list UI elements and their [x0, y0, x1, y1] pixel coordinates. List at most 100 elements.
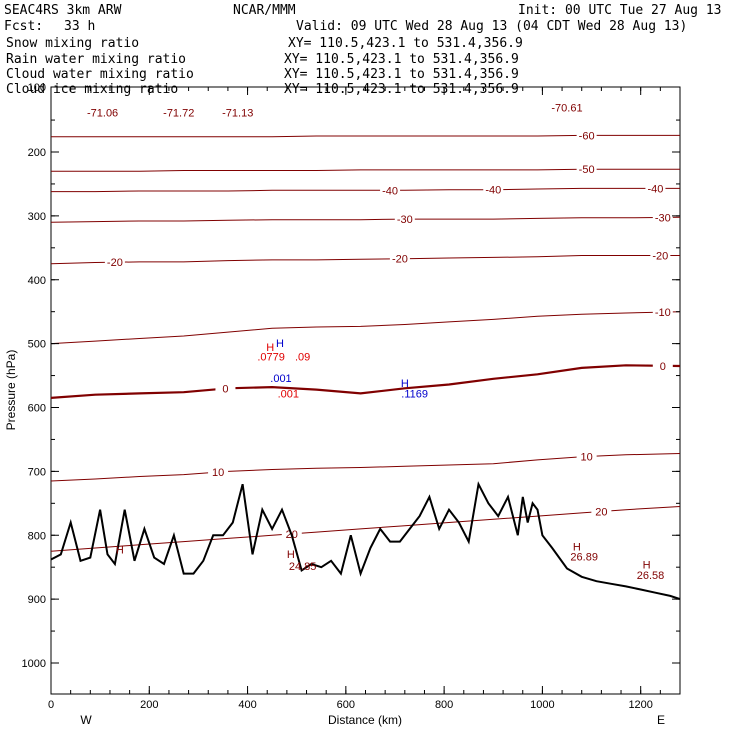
- y-tick-label-top: 100: [28, 82, 46, 94]
- isotherm-label: -60: [579, 130, 595, 142]
- y-tick-label: 200: [28, 147, 46, 159]
- isotherm-m40: [51, 187, 680, 193]
- isotherm-label-bg: [652, 306, 673, 319]
- annotation-label: 26.89: [570, 551, 598, 563]
- isotherm-label-bg: [652, 211, 673, 224]
- isotherm-m10: [50, 311, 681, 345]
- isotherm-contours: 0 0 -10 -20 -20 -20 -30 -30 -40 -40 -40 -50 -60 10 10 2…: [50, 129, 681, 552]
- isotherm-label: -50: [579, 164, 595, 176]
- annotation-label: -71.72: [163, 107, 194, 119]
- isotherm-label-bg: [576, 163, 597, 176]
- isotherm-label-bg: [576, 450, 597, 463]
- isotherm-label-bg: [645, 182, 666, 195]
- field-xy-cloud-ice: XY= 110.5,423.1 to 531.4,356.9: [284, 82, 519, 97]
- annotation-label: H: [401, 378, 409, 390]
- isotherm-0: [50, 364, 681, 399]
- x-tick-label: 200: [140, 699, 158, 711]
- isotherm-label: -30: [397, 214, 413, 226]
- center-label: NCAR/MMM: [233, 3, 296, 18]
- valid-time: Valid: 09 UTC Wed 28 Aug 13 (04 CDT Wed …: [296, 19, 687, 34]
- y-tick-label: 700: [28, 466, 46, 478]
- x-tick-label: 1200: [628, 699, 652, 711]
- annotation-label: H: [266, 342, 274, 354]
- isotherm-label: 20: [595, 506, 607, 518]
- annotation-label: .001: [278, 388, 299, 400]
- annotation-label: -71.06: [87, 107, 118, 119]
- west-label: W: [80, 713, 92, 727]
- isotherm-label: 10: [212, 467, 224, 479]
- isotherm-m50: [51, 168, 680, 172]
- isotherm-label: -40: [382, 185, 398, 197]
- annotation-label: -71.13: [222, 107, 253, 119]
- annotation-label: -70.61: [551, 102, 582, 114]
- east-label: E: [657, 713, 665, 727]
- field-xy-rain: XY= 110.5,423.1 to 531.4,356.9: [284, 52, 519, 67]
- field-name-rain: Rain water mixing ratio: [6, 52, 186, 67]
- isotherm-label-bg: [208, 466, 229, 479]
- isotherm-label-bg: [104, 256, 125, 269]
- isotherm-20: [50, 506, 681, 552]
- annotation-label: H: [573, 542, 581, 554]
- isotherm-m30: [50, 216, 681, 223]
- isotherm-label: -20: [652, 250, 668, 262]
- plot-frame: [50, 86, 681, 695]
- isotherm-label: -20: [392, 254, 408, 266]
- isotherm-m60: [51, 134, 680, 138]
- isotherm-label-bg: [483, 183, 504, 196]
- x-axis-label: Distance (km): [328, 713, 402, 727]
- field-name-snow: Snow mixing ratio: [6, 36, 139, 51]
- annotation-label: 24.85: [289, 561, 317, 573]
- isotherm-label-bg: [394, 213, 415, 226]
- y-tick-label: 400: [28, 275, 46, 287]
- annotation-label: 26.58: [637, 570, 665, 582]
- x-axis: 0 200 400 600 800 1000 1200: [48, 87, 681, 711]
- isotherm-label-bg: [389, 252, 410, 265]
- y-tick-label: 500: [28, 339, 46, 351]
- isotherm-label-bg: [591, 505, 612, 518]
- annotation-label: H: [116, 544, 124, 556]
- annotation-label: H: [643, 560, 651, 572]
- isotherm-label: -40: [647, 183, 663, 195]
- contour-annotations: -71.06 -71.72 -71.13 -70.61H H24.85H26.89H26…: [87, 102, 664, 582]
- x-tick-label: 600: [337, 699, 355, 711]
- isotherm-label: -10: [655, 307, 671, 319]
- isotherm-label: 0: [660, 361, 666, 373]
- isotherm-10: [50, 453, 681, 482]
- y-tick-label: 300: [28, 211, 46, 223]
- isotherm-label-bg: [650, 249, 671, 262]
- y-tick-label: 600: [28, 403, 46, 415]
- field-name-cloud-water: Cloud water mixing ratio: [6, 67, 194, 82]
- x-tick-label: 1000: [530, 699, 554, 711]
- isotherm-label: -40: [485, 185, 501, 197]
- y-tick-label: 800: [28, 530, 46, 542]
- y-tick-label: 1000: [22, 658, 46, 670]
- x-tick-label: 0: [48, 699, 54, 711]
- annotation-label: H: [287, 549, 295, 561]
- isotherm-label-bg: [652, 359, 673, 372]
- isotherm-label-bg: [576, 129, 597, 142]
- field-name-cloud-ice: Cloud ice mixing ratio: [6, 82, 178, 97]
- isotherm-label: 10: [581, 451, 593, 463]
- init-time: Init: 00 UTC Tue 27 Aug 13: [518, 3, 722, 18]
- fcst-value: 33 h: [64, 19, 95, 34]
- fcst-label: Fcst:: [4, 19, 43, 34]
- model-title: SEAC4RS 3km ARW: [4, 3, 122, 18]
- isotherm-m20: [50, 255, 680, 265]
- y-tick-label: 900: [28, 594, 46, 606]
- isotherm-label: -20: [107, 257, 123, 269]
- annotation-label: H: [276, 338, 284, 350]
- annotation-label: .1169: [401, 388, 428, 400]
- y-axis-label: Pressure (hPa): [4, 350, 18, 431]
- annotation-label: .001: [270, 373, 291, 385]
- terrain-line: [50, 481, 681, 601]
- terrain-profile: [50, 481, 681, 601]
- field-xy-snow: XY= 110.5,423.1 to 531.4,356.9: [288, 36, 523, 51]
- isotherm-label: 0: [222, 384, 228, 396]
- field-xy-cloud-water: XY= 110.5,423.1 to 531.4,356.9: [284, 67, 519, 82]
- annotation-label: .09: [295, 351, 310, 363]
- isotherm-label-bg: [215, 382, 236, 395]
- isotherm-label: -30: [655, 212, 671, 224]
- x-tick-label: 800: [435, 699, 453, 711]
